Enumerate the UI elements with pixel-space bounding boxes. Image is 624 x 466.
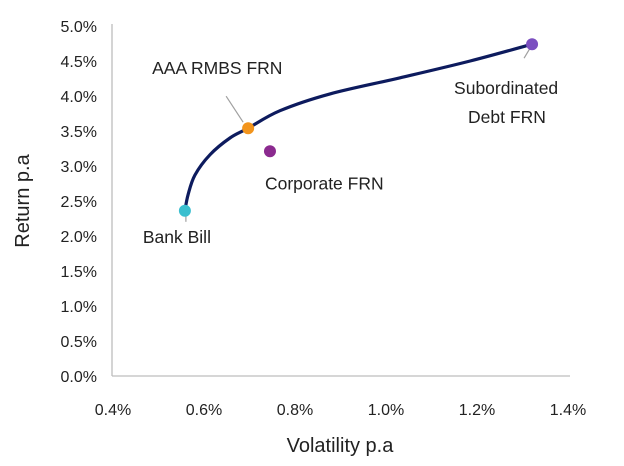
- y-tick-label: 2.0%: [61, 229, 97, 246]
- x-tick-label: 0.8%: [277, 402, 313, 419]
- data-point-corporate-frn: [263, 145, 276, 158]
- data-point-subordinated-debt-frn: [526, 38, 539, 51]
- tick-labels: 0.4% 0.6% 0.8% 1.0% 1.2% 1.4% 0.0% 0.5% 1.0% 1.5%…: [61, 19, 587, 419]
- y-axis-title: Return p.a: [12, 153, 34, 247]
- y-tick-label: 0.5%: [61, 334, 97, 351]
- y-tick-label: 1.0%: [61, 299, 97, 316]
- y-tick-label: 4.5%: [61, 54, 97, 71]
- x-axis-title: Volatility p.a: [287, 435, 395, 457]
- y-tick-label: 2.5%: [61, 194, 97, 211]
- x-tick-label: 0.4%: [95, 402, 131, 419]
- point-label: Bank Bill: [143, 227, 211, 247]
- data-points: [178, 38, 539, 217]
- point-label: Subordinated: [454, 78, 558, 98]
- leader-line: [523, 47, 531, 59]
- point-label: Debt FRN: [468, 107, 546, 127]
- x-tick-label: 1.4%: [550, 402, 586, 419]
- leader-line: [225, 95, 244, 123]
- y-tick-label: 1.5%: [61, 264, 97, 281]
- y-tick-label: 0.0%: [61, 369, 97, 386]
- x-tick-label: 1.0%: [368, 402, 404, 419]
- x-tick-label: 1.2%: [459, 402, 495, 419]
- y-tick-label: 3.0%: [61, 159, 97, 176]
- y-tick-label: 3.5%: [61, 124, 97, 141]
- point-labels: Bank Bill AAA RMBS FRN Corporate FRN Subord…: [143, 58, 558, 247]
- x-tick-label: 0.6%: [186, 402, 222, 419]
- y-tick-label: 4.0%: [61, 89, 97, 106]
- point-label: Corporate FRN: [265, 173, 384, 193]
- data-point-bank-bill: [178, 204, 191, 217]
- point-label: AAA RMBS FRN: [152, 58, 282, 78]
- axes: [111, 24, 570, 377]
- data-point-aaa-rmbs-frn: [242, 122, 255, 135]
- y-tick-label: 5.0%: [61, 19, 97, 36]
